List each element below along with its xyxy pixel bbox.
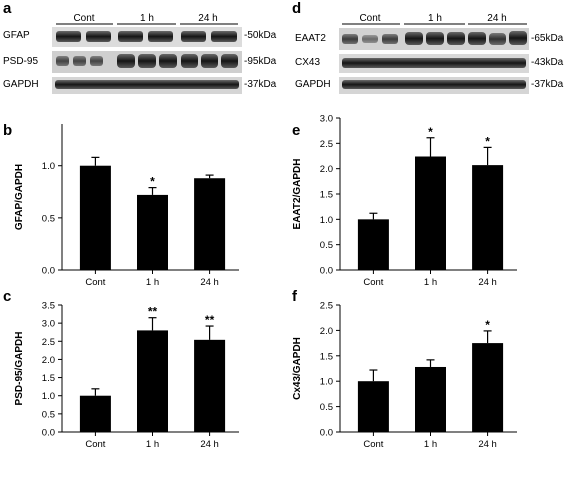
x-tick-label: 24 h (200, 439, 219, 450)
blot-protein-label: PSD-95 (3, 56, 38, 67)
blot-marker-label: -37kDa (531, 79, 564, 90)
panel-letter-e: e (292, 122, 300, 139)
y-tick-label: 1.5 (320, 190, 333, 201)
x-tick-label: 24 h (200, 277, 219, 288)
x-tick-label: 24 h (478, 439, 497, 450)
y-tick-label: 0.0 (42, 428, 55, 439)
bar (194, 178, 226, 270)
x-tick-label: 1 h (146, 439, 159, 450)
blot-protein-label: CX43 (295, 57, 320, 68)
y-tick-label: 0.5 (320, 240, 333, 251)
y-axis-label: PSD-95/GAPDH (14, 332, 25, 406)
y-tick-label: 2.0 (320, 326, 333, 337)
y-tick-label: 1.5 (320, 351, 333, 362)
blot-protein-label: GAPDH (3, 79, 39, 90)
blot-group-label: 1 h (428, 13, 442, 24)
blot-marker-label: -37kDa (244, 79, 277, 90)
bar (472, 343, 504, 432)
bar (137, 330, 168, 432)
bar-chart-b: 0.0 0.5 1.0 GFAP/GAPDH Cont * 1 h 24 h (14, 124, 239, 288)
y-tick-label: 2.0 (42, 355, 55, 366)
significance-marker: * (150, 175, 155, 189)
panel-letter-c: c (3, 288, 11, 305)
blot-strip-gfap (52, 27, 242, 47)
y-tick-label: 1.0 (320, 377, 333, 388)
y-tick-label: 3.5 (42, 301, 55, 312)
bar (472, 165, 504, 270)
y-tick-label: 3.0 (320, 114, 333, 125)
y-tick-label: 3.0 (42, 319, 55, 330)
bar (357, 219, 389, 270)
bar (137, 194, 168, 270)
blot-strip-gapdh (339, 77, 529, 94)
blot-strip-psd95 (52, 51, 242, 73)
x-tick-label: 1 h (146, 277, 159, 288)
blot-group-label: 24 h (487, 13, 506, 24)
panel-letter-f: f (292, 288, 298, 305)
blot-panel-d: Cont 1 h 24 h EAAT2 CX43 GAPDH -65kDa -4… (295, 13, 564, 94)
blot-group-label: Cont (73, 13, 94, 24)
blot-group-label: Cont (359, 13, 380, 24)
blot-group-label: 24 h (198, 13, 217, 24)
y-tick-label: 2.5 (320, 301, 333, 312)
blot-panel-a: Cont 1 h 24 h GFAP PSD-95 GAPDH -50kDa -… (3, 13, 277, 94)
y-tick-label: 1.0 (42, 391, 55, 402)
bar-chart-c: 0.0 0.5 1.0 1.5 2.0 2.5 3.0 3.5 PSD-95/GAPDH Cont… (14, 301, 239, 450)
y-axis-label: Cx43/GAPDH (292, 337, 303, 400)
y-tick-label: 2.0 (320, 164, 333, 175)
bar-chart-f: 0.0 0.5 1.0 1.5 2.0 2.5 Cx43/GAPDH Cont 1 h * 24 h (292, 301, 517, 450)
significance-marker: ** (148, 305, 158, 319)
panel-letter-d: d (292, 0, 301, 17)
blot-protein-label: GAPDH (295, 79, 331, 90)
significance-marker: * (428, 125, 433, 139)
bar (79, 165, 111, 270)
x-tick-label: Cont (85, 277, 105, 288)
x-tick-label: Cont (363, 439, 383, 450)
blot-strip-eaat2 (339, 28, 529, 50)
blot-protein-label: GFAP (3, 30, 30, 41)
bar (357, 381, 389, 432)
blot-strip-gapdh (52, 77, 242, 94)
panel-letter-a: a (3, 0, 12, 17)
panel-letter-b: b (3, 122, 12, 139)
x-tick-label: 1 h (424, 277, 437, 288)
y-tick-label: 0.0 (320, 266, 333, 277)
bar (415, 366, 446, 432)
bar-chart-e: 0.0 0.5 1.0 1.5 2.0 2.5 3.0 EAAT2/GAPDH Cont * 1 h… (292, 114, 517, 288)
significance-marker: ** (205, 313, 215, 327)
blot-strip-cx43 (339, 54, 529, 73)
x-tick-label: 24 h (478, 277, 497, 288)
y-tick-label: 2.5 (320, 139, 333, 150)
x-tick-label: Cont (85, 439, 105, 450)
y-tick-label: 0.0 (320, 428, 333, 439)
blot-protein-label: EAAT2 (295, 33, 326, 44)
y-tick-label: 1.0 (320, 215, 333, 226)
bar (415, 156, 446, 270)
y-tick-label: 0.5 (42, 213, 55, 224)
significance-marker: * (485, 318, 490, 332)
y-tick-label: 1.0 (42, 161, 55, 172)
bar (79, 395, 111, 432)
x-tick-label: Cont (363, 277, 383, 288)
y-tick-label: 0.5 (320, 402, 333, 413)
blot-marker-label: -50kDa (244, 30, 277, 41)
blot-group-label: 1 h (140, 13, 154, 24)
blot-marker-label: -95kDa (244, 56, 277, 67)
bar (194, 339, 226, 432)
y-axis-label: GFAP/GAPDH (14, 164, 25, 230)
y-tick-label: 0.5 (42, 409, 55, 420)
y-tick-label: 0.0 (42, 266, 55, 277)
x-tick-label: 1 h (424, 439, 437, 450)
blot-marker-label: -65kDa (531, 33, 564, 44)
significance-marker: * (485, 134, 490, 148)
y-axis-label: EAAT2/GAPDH (292, 159, 303, 230)
y-tick-label: 1.5 (42, 373, 55, 384)
y-tick-label: 2.5 (42, 337, 55, 348)
blot-marker-label: -43kDa (531, 57, 564, 68)
